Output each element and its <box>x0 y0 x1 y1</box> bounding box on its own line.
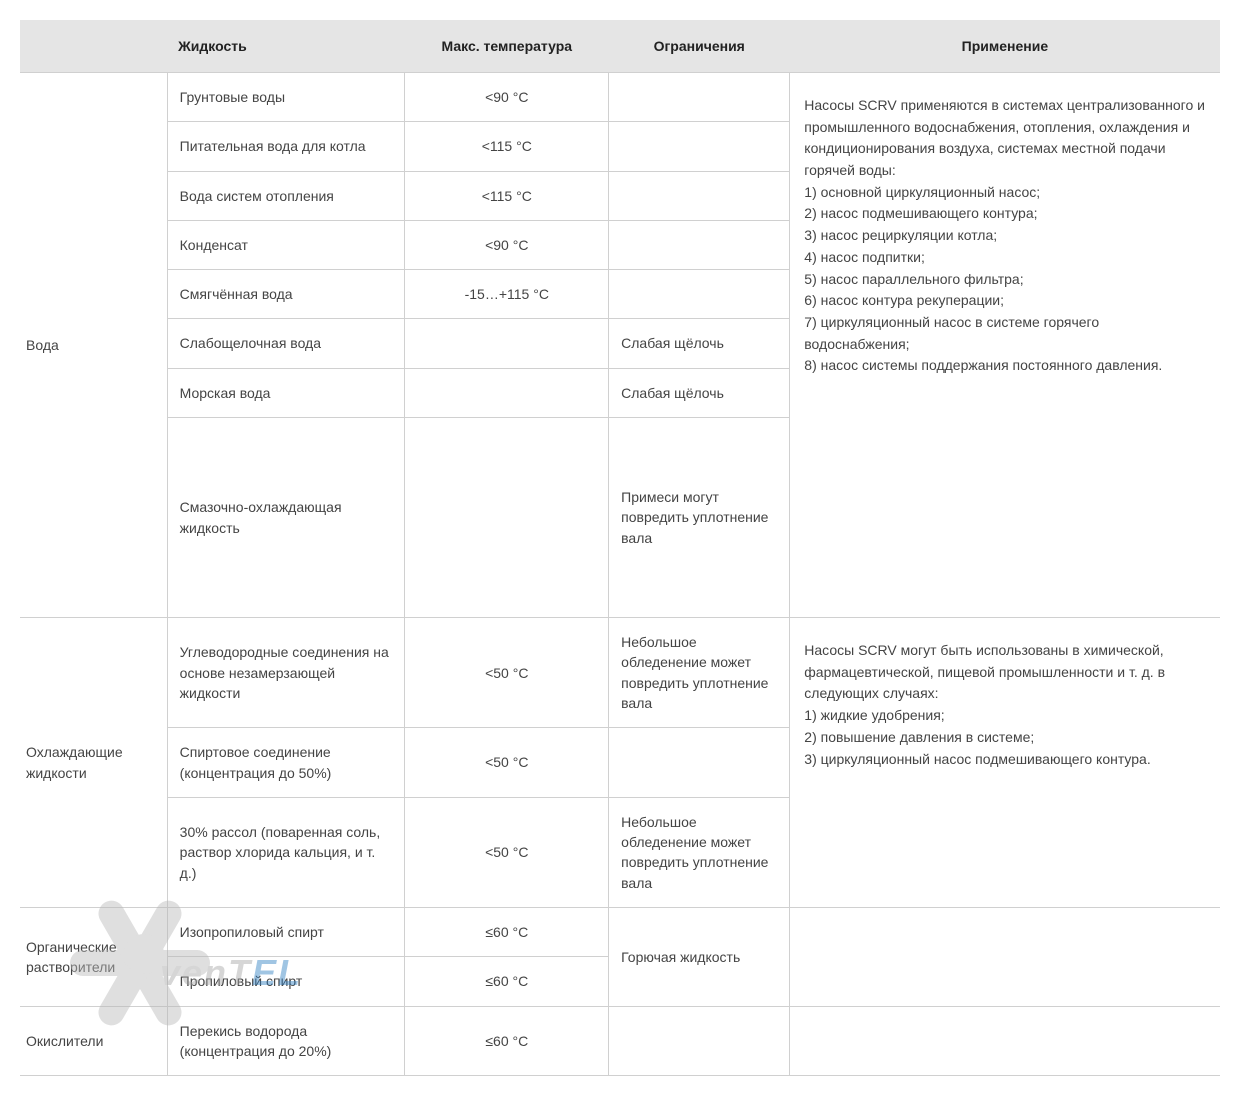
liquid-cell: Грунтовые воды <box>167 73 405 122</box>
limit-cell: Небольшое обледенение может повредить уп… <box>609 618 790 728</box>
limit-cell <box>609 73 790 122</box>
temp-cell: ≤60 °C <box>405 1006 609 1076</box>
limit-cell: Небольшое обледенение может повредить уп… <box>609 797 790 907</box>
table-header-row: Жидкость Макс. температура Ограничения П… <box>20 20 1220 73</box>
limit-cell <box>609 122 790 171</box>
liquid-cell: Морская вода <box>167 368 405 417</box>
temp-cell: <50 °C <box>405 797 609 907</box>
temp-cell: -15…+115 °C <box>405 270 609 319</box>
liquid-cell: Смягчённая вода <box>167 270 405 319</box>
table-row: ВодаГрунтовые воды<90 °CНасосы SCRV прим… <box>20 73 1220 122</box>
temp-cell <box>405 368 609 417</box>
temp-cell: <50 °C <box>405 618 609 728</box>
application-cell: Насосы SCRV могут быть использованы в хи… <box>790 618 1220 908</box>
category-cell: Охлаждающие жидкости <box>20 618 167 908</box>
liquid-cell: Конденсат <box>167 220 405 269</box>
table-row: Охлаждающие жидкостиУглеводородные соеди… <box>20 618 1220 728</box>
limit-cell: Примеси могут повредить уплотнение вала <box>609 418 790 618</box>
application-cell <box>790 1006 1220 1076</box>
table-row: ОкислителиПерекись водорода (концентраци… <box>20 1006 1220 1076</box>
temp-cell: <90 °C <box>405 220 609 269</box>
limit-cell <box>609 270 790 319</box>
temp-cell: <115 °C <box>405 122 609 171</box>
limit-cell: Горючая жидкость <box>609 908 790 1007</box>
header-maxtemp: Макс. температура <box>405 20 609 73</box>
limit-cell <box>609 1006 790 1076</box>
application-cell: Насосы SCRV применяются в системах центр… <box>790 73 1220 618</box>
liquid-cell: Спиртовое соединение (концентрация до 50… <box>167 728 405 798</box>
temp-cell <box>405 418 609 618</box>
liquid-cell: Смазочно-охлаждающая жидкость <box>167 418 405 618</box>
header-liquid: Жидкость <box>20 20 405 73</box>
temp-cell: <115 °C <box>405 171 609 220</box>
category-cell: Окислители <box>20 1006 167 1076</box>
liquids-table: Жидкость Макс. температура Ограничения П… <box>20 20 1220 1076</box>
liquid-cell: 30% рассол (поваренная соль, раствор хло… <box>167 797 405 907</box>
temp-cell: <90 °C <box>405 73 609 122</box>
liquid-cell: Вода систем отопления <box>167 171 405 220</box>
limit-cell: Слабая щёлочь <box>609 319 790 368</box>
limit-cell <box>609 220 790 269</box>
liquid-cell: Изопропиловый спирт <box>167 908 405 957</box>
limit-cell: Слабая щёлочь <box>609 368 790 417</box>
temp-cell: ≤60 °C <box>405 908 609 957</box>
liquid-cell: Пропиловый спирт <box>167 957 405 1006</box>
liquid-cell: Перекись водорода (концентрация до 20%) <box>167 1006 405 1076</box>
temp-cell: <50 °C <box>405 728 609 798</box>
table-container: venTEL Жидкость Макс. температура Ограни… <box>20 20 1220 1076</box>
temp-cell <box>405 319 609 368</box>
liquid-cell: Углеводородные соединения на основе неза… <box>167 618 405 728</box>
temp-cell: ≤60 °C <box>405 957 609 1006</box>
header-application: Применение <box>790 20 1220 73</box>
category-cell: Органические растворители <box>20 908 167 1007</box>
table-row: Органические растворителиИзопропиловый с… <box>20 908 1220 957</box>
liquid-cell: Слабощелочная вода <box>167 319 405 368</box>
header-limits: Ограничения <box>609 20 790 73</box>
liquid-cell: Питательная вода для котла <box>167 122 405 171</box>
application-cell <box>790 908 1220 1007</box>
category-cell: Вода <box>20 73 167 618</box>
limit-cell <box>609 171 790 220</box>
limit-cell <box>609 728 790 798</box>
